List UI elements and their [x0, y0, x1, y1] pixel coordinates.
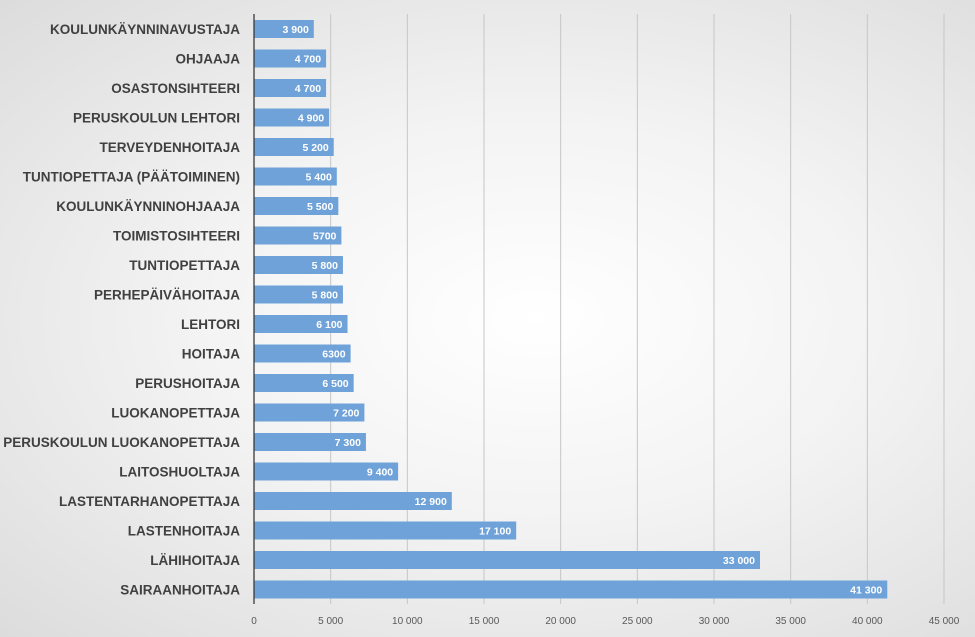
x-tick-label-8: 40 000	[852, 616, 883, 627]
data-label-hoitaja: 6300	[322, 349, 346, 361]
data-label-perushoitaja: 6 500	[322, 378, 348, 390]
bar-luokanopettaja	[254, 403, 365, 422]
x-axis-tick-labels: 0 5 000 10 000 15 000 20 000 25 000 30 000 35 0…	[251, 616, 960, 627]
bar-tuntiopettaja	[254, 256, 343, 274]
data-label-osastonsihteeri: 4 700	[295, 83, 321, 95]
category-label-tuntiopettaja-paatoiminen: TUNTIOPETTAJA (PÄÄTOIMINEN)	[23, 170, 240, 185]
bar-laitoshuoltaja	[254, 462, 399, 481]
data-label-lastenhoitaja: 17 100	[479, 526, 511, 538]
data-label-luokanopettaja: 7 200	[333, 408, 359, 420]
data-label-tuntiopettaja-paatoiminen: 5 400	[306, 172, 332, 184]
category-labels: KOULUNKÄYNNINAVUSTAJA OHJAAJA OSASTONSIHTE…	[3, 22, 240, 598]
category-label-lehtori: LEHTORI	[181, 317, 240, 332]
category-label-peruskoulun-lehtori: PERUSKOULUN LEHTORI	[73, 111, 240, 126]
data-label-peruskoulun-lehtori: 4 900	[298, 113, 324, 125]
bar-koulunkaynninavustaja	[254, 20, 314, 38]
bars: 3 900 4 700 4 700 4 900 5 200 5 400 5 500 5700 5…	[254, 20, 888, 599]
category-label-terveydenhoitaja: TERVEYDENHOITAJA	[99, 140, 240, 155]
x-tick-label-1: 5 000	[318, 616, 343, 627]
category-label-perushoitaja: PERUSHOITAJA	[135, 376, 240, 391]
bar-toimistosihteeri	[254, 226, 342, 245]
bar-lahihoitaja	[254, 551, 760, 569]
category-label-osastonsihteeri: OSASTONSIHTEERI	[111, 81, 240, 96]
category-label-laitoshuoltaja: LAITOSHUOLTAJA	[119, 465, 240, 480]
category-label-ohjaaja: OHJAAJA	[175, 52, 240, 67]
category-label-perhepaivahoitaja: PERHEPÄIVÄHOITAJA	[94, 288, 240, 303]
data-label-sairaanhoitaja: 41 300	[850, 585, 882, 597]
bar-osastonsihteeri	[254, 79, 327, 97]
bar-perushoitaja	[254, 374, 354, 392]
data-label-ohjaaja: 4 700	[295, 54, 321, 66]
x-tick-label-3: 15 000	[469, 616, 500, 627]
bar-lehtori	[254, 315, 348, 333]
x-tick-label-6: 30 000	[699, 616, 730, 627]
data-label-lastentarhanopettaja: 12 900	[415, 496, 447, 508]
bar-lastentarhanopettaja	[254, 492, 452, 510]
x-tick-label-5: 25 000	[622, 616, 653, 627]
category-label-luokanopettaja: LUOKANOPETTAJA	[111, 406, 240, 421]
data-label-perhepaivahoitaja: 5 800	[312, 290, 338, 302]
category-label-sairaanhoitaja: SAIRAANHOITAJA	[120, 583, 240, 598]
bar-ohjaaja	[254, 49, 327, 68]
category-label-hoitaja: HOITAJA	[182, 347, 241, 362]
gridlines	[330, 14, 945, 604]
data-label-toimistosihteeri: 5700	[313, 231, 337, 243]
data-label-peruskoulun-luokanopettaja: 7 300	[335, 437, 361, 449]
category-label-lahihoitaja: LÄHIHOITAJA	[150, 553, 240, 568]
bar-terveydenhoitaja	[254, 138, 334, 156]
bar-sairaanhoitaja	[254, 580, 888, 599]
category-label-peruskoulun-luokanopettaja: PERUSKOULUN LUOKANOPETTAJA	[3, 435, 240, 450]
data-label-koulunkaynninavustaja: 3 900	[283, 24, 309, 36]
data-label-lahihoitaja: 33 000	[723, 555, 755, 567]
data-label-tuntiopettaja: 5 800	[312, 260, 338, 272]
data-label-koulunkaynninohjaaja: 5 500	[307, 201, 333, 213]
x-tick-label-7: 35 000	[775, 616, 806, 627]
x-tick-label-0: 0	[251, 616, 257, 627]
data-label-laitoshuoltaja: 9 400	[367, 467, 393, 479]
bar-lastenhoitaja	[254, 521, 517, 540]
bar-tuntiopettaja-paatoiminen	[254, 167, 337, 186]
data-label-lehtori: 6 100	[316, 319, 342, 331]
x-tick-label-4: 20 000	[545, 616, 576, 627]
bar-hoitaja	[254, 344, 351, 363]
x-tick-label-2: 10 000	[392, 616, 423, 627]
category-label-toimistosihteeri: TOIMISTOSIHTEERI	[113, 229, 240, 244]
category-label-koulunkaynninohjaaja: KOULUNKÄYNNINOHJAAJA	[56, 199, 240, 214]
data-label-terveydenhoitaja: 5 200	[302, 142, 328, 154]
bar-perhepaivahoitaja	[254, 285, 343, 304]
bar-peruskoulun-luokanopettaja	[254, 433, 366, 451]
x-tick-label-9: 45 000	[929, 616, 960, 627]
category-label-lastenhoitaja: LASTENHOITAJA	[128, 524, 241, 539]
category-label-tuntiopettaja: TUNTIOPETTAJA	[129, 258, 240, 273]
category-label-koulunkaynninavustaja: KOULUNKÄYNNINAVUSTAJA	[50, 22, 240, 37]
bar-koulunkaynninohjaaja	[254, 197, 339, 215]
bar-peruskoulun-lehtori	[254, 108, 330, 127]
category-label-lastentarhanopettaja: LASTENTARHANOPETTAJA	[59, 494, 240, 509]
